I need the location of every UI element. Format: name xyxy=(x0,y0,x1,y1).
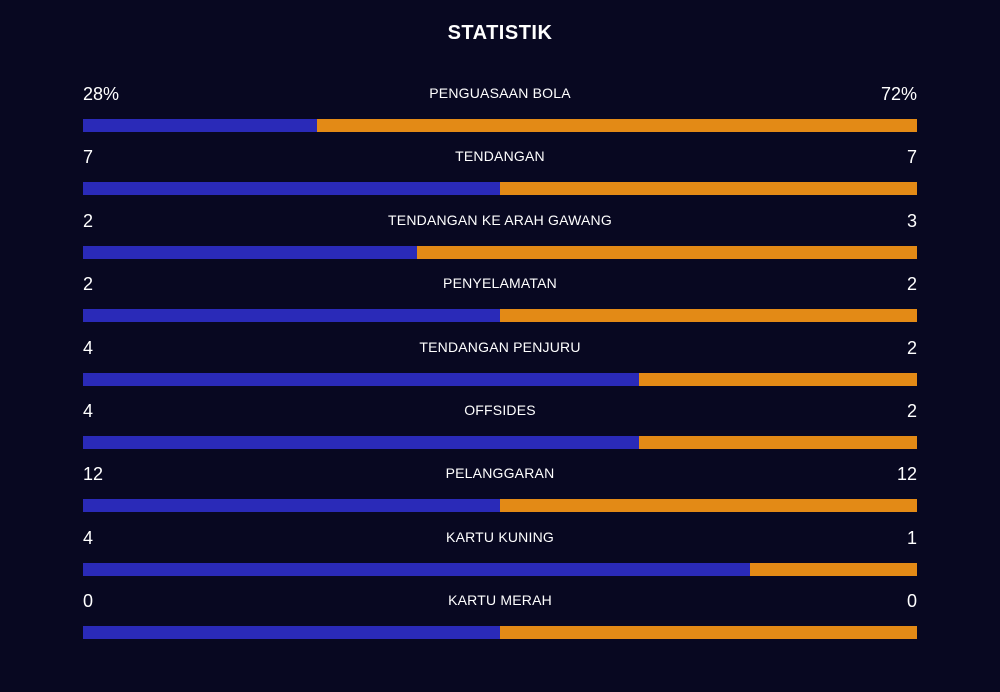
away-value: 2 xyxy=(906,274,917,295)
stat-label: TENDANGAN xyxy=(455,148,545,165)
home-bar-segment xyxy=(83,562,751,576)
stat-label: TENDANGAN KE ARAH GAWANG xyxy=(388,211,612,228)
away-bar-segment xyxy=(500,182,917,196)
stats-title: STATISTIK xyxy=(447,22,553,44)
stat-row: 28% PENGUASAAN BOLA 72% xyxy=(83,80,917,143)
away-value: 0 xyxy=(906,591,917,612)
away-bar-segment xyxy=(639,372,917,386)
home-bar-segment xyxy=(83,245,417,259)
away-value: 2 xyxy=(906,400,917,421)
stat-label: KARTU MERAH xyxy=(448,592,552,609)
comparison-bar xyxy=(83,245,917,259)
stat-row: 12 PELANGGARAN 12 xyxy=(83,460,917,523)
stats-list: 28% PENGUASAAN BOLA 72% 7 TENDANGAN 7 2 … xyxy=(83,80,917,651)
stat-label: PENYELAMATAN xyxy=(443,275,557,292)
home-bar-segment xyxy=(83,309,500,323)
stat-row: 4 OFFSIDES 2 xyxy=(83,397,917,460)
comparison-bar xyxy=(83,626,917,640)
stat-row: 2 TENDANGAN KE ARAH GAWANG 3 xyxy=(83,207,917,270)
comparison-bar xyxy=(83,499,917,513)
stat-row: 4 TENDANGAN PENJURU 2 xyxy=(83,334,917,397)
away-bar-segment xyxy=(639,435,917,449)
comparison-bar xyxy=(83,309,917,323)
away-bar-segment xyxy=(316,119,917,132)
away-bar-segment xyxy=(500,499,917,513)
home-bar-segment xyxy=(83,499,500,513)
stat-row: 0 KARTU MERAH 0 xyxy=(83,587,917,650)
stat-row: 7 TENDANGAN 7 xyxy=(83,143,917,206)
comparison-bar xyxy=(83,562,917,576)
home-value: 28% xyxy=(83,84,120,104)
comparison-bar xyxy=(83,372,917,386)
stat-label: PENGUASAAN BOLA xyxy=(429,85,571,101)
home-bar-segment xyxy=(83,626,500,640)
home-value: 7 xyxy=(83,147,94,168)
away-value: 12 xyxy=(896,464,917,485)
stat-label: TENDANGAN PENJURU xyxy=(419,338,581,355)
home-bar-segment xyxy=(83,372,640,386)
stat-row: 2 PENYELAMATAN 2 xyxy=(83,270,917,333)
home-value: 2 xyxy=(83,210,94,231)
away-value: 7 xyxy=(906,147,917,168)
away-value: 2 xyxy=(906,337,917,358)
away-bar-segment xyxy=(750,562,917,576)
comparison-bar xyxy=(83,119,917,132)
away-value: 72% xyxy=(880,84,917,104)
home-bar-segment xyxy=(83,119,317,132)
away-bar-segment xyxy=(500,309,917,323)
away-value: 1 xyxy=(906,527,917,548)
stat-row: 4 KARTU KUNING 1 xyxy=(83,524,917,587)
comparison-bar xyxy=(83,435,917,449)
home-value: 2 xyxy=(83,274,94,295)
home-value: 4 xyxy=(83,337,94,358)
stat-label: OFFSIDES xyxy=(464,401,536,418)
home-value: 4 xyxy=(83,527,94,548)
away-bar-segment xyxy=(500,626,917,640)
stat-label: KARTU KUNING xyxy=(446,528,554,545)
home-value: 0 xyxy=(83,591,94,612)
away-value: 3 xyxy=(906,210,917,231)
home-value: 4 xyxy=(83,400,94,421)
home-bar-segment xyxy=(83,435,640,449)
away-bar-segment xyxy=(416,245,917,259)
home-value: 12 xyxy=(83,464,104,485)
stat-label: PELANGGARAN xyxy=(445,465,555,482)
comparison-bar xyxy=(83,182,917,196)
home-bar-segment xyxy=(83,182,500,196)
